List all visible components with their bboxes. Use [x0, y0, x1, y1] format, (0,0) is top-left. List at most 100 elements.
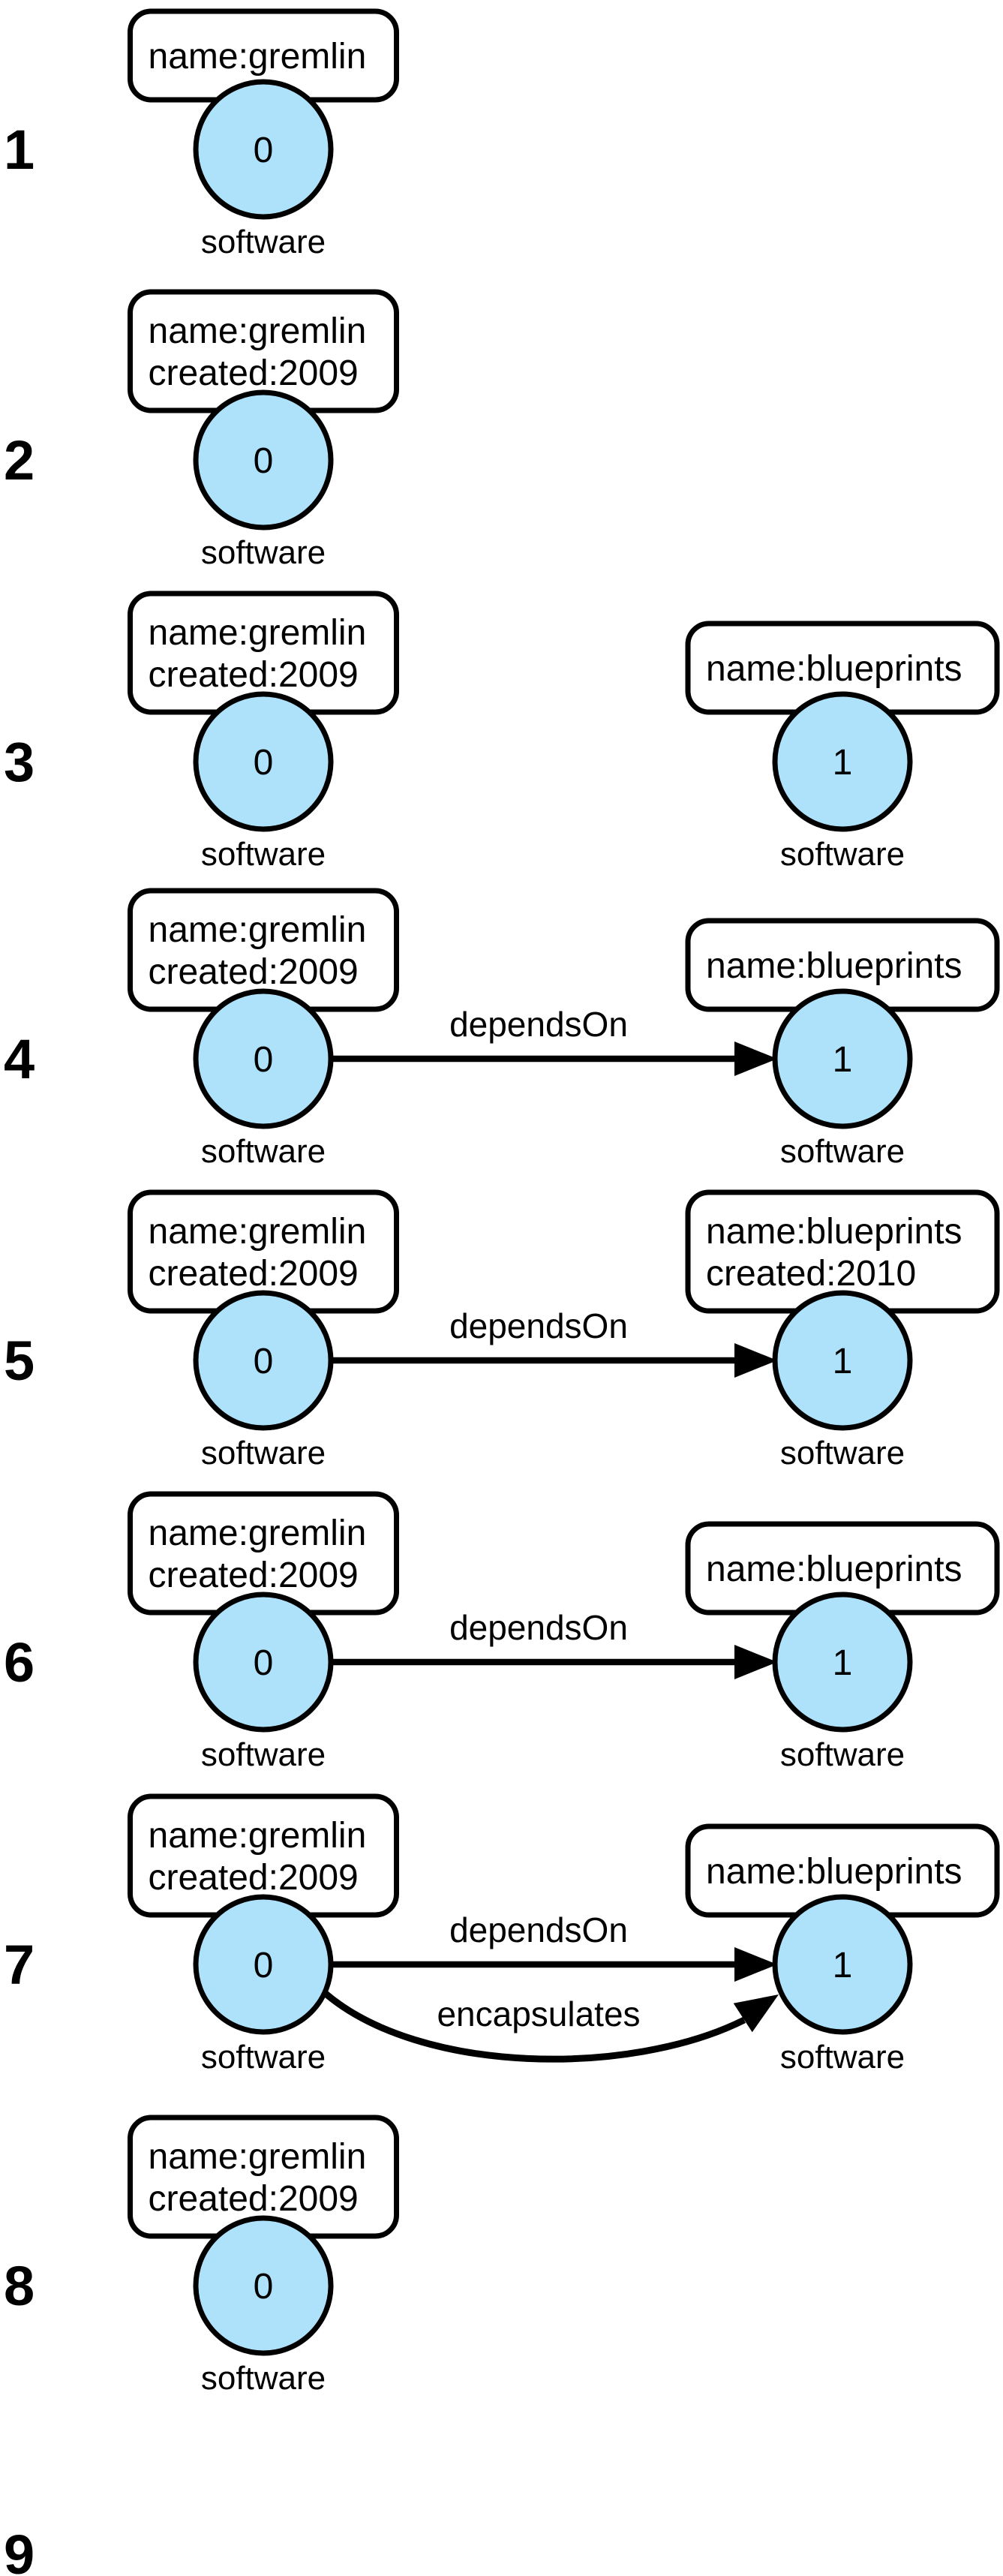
step-number: 9 [4, 2523, 35, 2576]
vertex-type-label: software [780, 1736, 905, 1773]
step-number: 1 [4, 119, 35, 181]
vertex-id: 1 [833, 1342, 853, 1381]
vertex-circle [193, 988, 334, 1129]
vertex-type-label: software [201, 1435, 326, 1471]
vertex-circle [193, 1592, 334, 1733]
vertex-circle [193, 2215, 334, 2356]
vertex-type-label: software [201, 224, 326, 260]
edge-arrowhead [734, 1042, 777, 1076]
edge-label: encapsulates [437, 1994, 640, 2033]
edge-label: dependsOn [449, 1005, 628, 1044]
property-text: created:2009 [149, 1254, 359, 1294]
vertex-type-label: software [201, 534, 326, 571]
vertex-circle [772, 1592, 913, 1733]
edge-label: dependsOn [449, 1608, 628, 1647]
property-text: name:gremlin [149, 613, 367, 653]
property-text: name:gremlin [149, 910, 367, 950]
edge-arrowhead [733, 1994, 779, 2033]
property-text: created:2009 [149, 1858, 359, 1898]
vertex-id: 1 [833, 1946, 853, 1985]
vertex-type-label: software [780, 2039, 905, 2076]
vertex-circle [193, 691, 334, 832]
vertex-id: 1 [833, 743, 853, 783]
vertex-id: 1 [833, 1643, 853, 1683]
vertex-1: name:blueprints 1 software [685, 1823, 1000, 2076]
vertex-id: 0 [254, 441, 274, 481]
vertex-id: 0 [254, 131, 274, 170]
vertex-id: 0 [254, 1643, 274, 1683]
vertex-circle [772, 988, 913, 1129]
vertex-type-label: software [780, 1133, 905, 1170]
step-1: 1 name:gremlin 0 software [4, 8, 399, 260]
vertex-1: name:blueprints 1 software [685, 918, 1000, 1170]
edge-dependsOn: dependsOn [329, 1910, 777, 1982]
step-number: 2 [4, 429, 35, 491]
vertex-1: name:blueprints 1 software [685, 1521, 1000, 1773]
edge-arrowhead [734, 1947, 777, 1982]
edge-dependsOn: dependsOn [329, 1608, 777, 1679]
property-text: created:2010 [706, 1254, 916, 1294]
property-text: created:2009 [149, 655, 359, 695]
edge-arrowhead [734, 1645, 777, 1679]
property-text: name:blueprints [706, 1852, 962, 1892]
step-number: 4 [4, 1028, 35, 1090]
vertex-id: 1 [833, 1040, 853, 1080]
step-9: 9 [4, 2523, 35, 2576]
vertex-id: 0 [254, 1040, 274, 1080]
vertex-type-label: software [201, 2360, 326, 2397]
vertex-circle [193, 79, 334, 220]
step-number: 6 [4, 1631, 35, 1694]
property-text: created:2009 [149, 2179, 359, 2219]
edge-curve [323, 1990, 746, 2063]
property-text: created:2009 [149, 353, 359, 393]
step-number: 3 [4, 731, 35, 793]
step-number: 7 [4, 1934, 35, 1996]
property-text: name:gremlin [149, 1212, 367, 1252]
edge-encapsulates: encapsulates [323, 1990, 779, 2063]
property-text: name:blueprints [706, 1212, 962, 1252]
property-text: name:gremlin [149, 2137, 367, 2177]
vertex-type-label: software [201, 836, 326, 873]
vertex-circle [193, 1894, 334, 2035]
property-text: name:blueprints [706, 1550, 962, 1589]
vertex-circle [772, 1290, 913, 1431]
property-text: name:gremlin [149, 311, 367, 351]
vertex-id: 0 [254, 743, 274, 783]
property-text: name:blueprints [706, 946, 962, 986]
vertex-type-label: software [201, 2039, 326, 2076]
step-number: 8 [4, 2255, 35, 2317]
vertex-circle [772, 1894, 913, 2035]
vertex-type-label: software [780, 1435, 905, 1471]
property-text: created:2009 [149, 952, 359, 992]
edge-label: dependsOn [449, 1306, 628, 1345]
vertex-1: name:blueprints 1 software [685, 621, 1000, 873]
property-text: name:gremlin [149, 1513, 367, 1553]
vertex-id: 0 [254, 1342, 274, 1381]
property-text: name:blueprints [706, 649, 962, 689]
property-text: name:gremlin [149, 37, 367, 77]
edge-dependsOn: dependsOn [329, 1005, 777, 1076]
property-text: created:2009 [149, 1556, 359, 1595]
property-text: name:gremlin [149, 1816, 367, 1856]
vertex-circle [772, 691, 913, 832]
vertex-id: 0 [254, 2267, 274, 2307]
edge-label: dependsOn [449, 1910, 628, 1949]
edge-arrowhead [734, 1343, 777, 1378]
vertex-type-label: software [201, 1133, 326, 1170]
vertex-type-label: software [201, 1736, 326, 1773]
edge-dependsOn: dependsOn [329, 1306, 777, 1378]
